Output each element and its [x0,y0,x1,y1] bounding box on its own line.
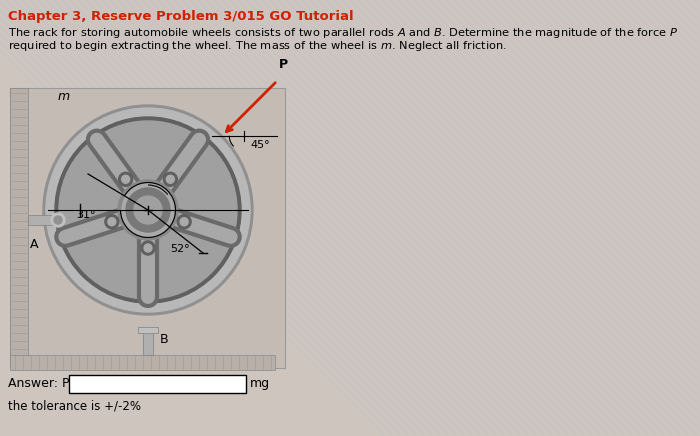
Text: P: P [279,58,288,71]
Circle shape [163,172,177,186]
Circle shape [122,175,130,183]
Circle shape [134,196,162,224]
Circle shape [180,218,188,226]
Circle shape [141,241,155,255]
Circle shape [122,184,174,236]
Bar [10,88,28,365]
Text: 52°: 52° [170,244,190,254]
Text: mg: mg [250,377,270,390]
Text: Answer: P =: Answer: P = [8,377,84,390]
Text: 45°: 45° [250,140,270,150]
Text: required to begin extracting the wheel. The mass of the wheel is $\mathit{m}$. N: required to begin extracting the wheel. … [8,39,507,53]
Circle shape [55,117,241,303]
Circle shape [167,175,174,183]
Circle shape [177,215,191,229]
Circle shape [51,213,65,227]
Bar [10,355,275,370]
Bar [138,327,158,333]
Circle shape [126,188,170,232]
Text: 31°: 31° [76,210,95,220]
Circle shape [54,216,62,224]
Circle shape [108,218,116,226]
Bar [10,88,285,368]
Bar [143,330,153,355]
Text: m: m [58,90,70,103]
Text: Chapter 3, Reserve Problem 3/015 GO Tutorial: Chapter 3, Reserve Problem 3/015 GO Tuto… [8,10,354,23]
Bar [28,215,58,225]
Circle shape [59,121,237,299]
Circle shape [144,244,152,252]
Circle shape [118,180,178,240]
Text: A: A [30,238,38,251]
Circle shape [105,215,119,229]
FancyBboxPatch shape [69,375,246,393]
Text: B: B [160,333,169,346]
Text: The rack for storing automobile wheels consists of two parallel rods $\mathit{A}: The rack for storing automobile wheels c… [8,26,678,40]
Circle shape [43,105,253,315]
Circle shape [119,172,133,186]
Text: the tolerance is +/-2%: the tolerance is +/-2% [8,399,141,412]
Circle shape [46,108,250,312]
